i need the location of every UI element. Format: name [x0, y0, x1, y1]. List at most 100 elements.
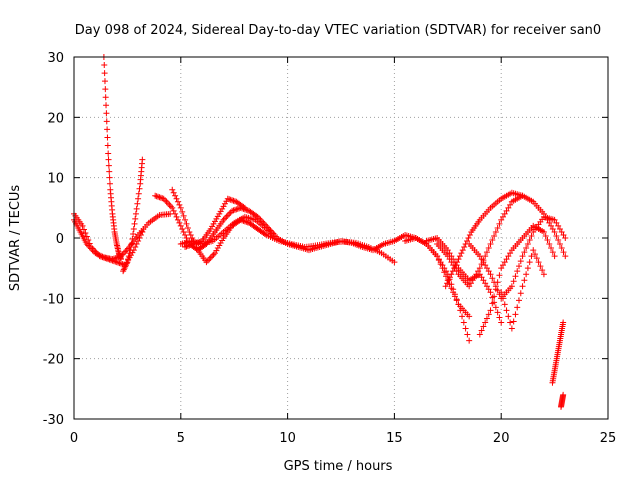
data-point: [157, 194, 164, 201]
plot-frame: [73, 56, 609, 420]
data-point: [555, 222, 562, 229]
data-point: [549, 249, 556, 256]
data-point: [183, 220, 190, 227]
y-tick-label: 30: [47, 51, 64, 66]
data-point: [528, 232, 535, 239]
data-point: [186, 242, 193, 249]
data-point: [444, 280, 451, 287]
data-point: [449, 268, 456, 275]
data-point: [187, 231, 194, 238]
data-point: [125, 253, 132, 260]
data-point: [220, 203, 227, 210]
data-point: [133, 205, 140, 212]
data-point: [492, 304, 499, 311]
data-point: [105, 156, 112, 163]
data-point: [448, 259, 455, 266]
data-point: [526, 237, 533, 244]
series-sat-f: [169, 186, 398, 266]
data-point: [478, 327, 485, 334]
data-point: [108, 257, 115, 264]
data-point: [517, 258, 524, 265]
data-point: [501, 301, 508, 308]
data-point: [526, 259, 533, 266]
data-point: [177, 204, 184, 211]
data-point: [229, 207, 236, 214]
data-point: [498, 265, 505, 272]
series-sat-b: [71, 210, 146, 269]
series-sat-j: [412, 235, 473, 344]
data-point: [193, 240, 200, 247]
data-point: [459, 247, 466, 254]
data-point: [435, 256, 442, 263]
data-point: [510, 278, 517, 285]
data-point: [519, 283, 526, 290]
data-point: [452, 262, 459, 269]
data-point: [485, 286, 492, 293]
data-point: [457, 307, 464, 314]
data-point: [105, 150, 112, 157]
data-point: [476, 265, 483, 272]
data-point: [182, 244, 189, 251]
x-tick-label: 5: [177, 431, 185, 446]
data-point: [469, 277, 476, 284]
data-point: [507, 250, 514, 257]
data-point: [197, 238, 204, 245]
x-tick-label: 20: [493, 431, 510, 446]
data-point: [542, 232, 549, 239]
data-point: [445, 277, 452, 284]
data-point: [553, 232, 560, 239]
data-point: [489, 237, 496, 244]
data-point: [461, 244, 468, 251]
data-point: [103, 102, 110, 109]
data-point: [106, 256, 113, 263]
data-point: [187, 242, 194, 249]
data-point: [551, 216, 558, 223]
data-point: [127, 244, 134, 251]
data-point: [476, 331, 483, 338]
data-point: [494, 279, 501, 286]
data-point: [124, 259, 131, 266]
data-point: [496, 314, 503, 321]
data-point: [446, 250, 453, 257]
data-point: [172, 210, 179, 217]
grid: [74, 57, 608, 419]
data-point: [213, 247, 220, 254]
y-tick-label: -10: [43, 292, 64, 307]
data-point: [507, 319, 514, 326]
data-point: [471, 274, 478, 281]
data-point: [156, 194, 163, 201]
data-point: [79, 222, 86, 229]
data-point: [492, 286, 499, 293]
data-point: [176, 219, 183, 226]
data-point: [464, 331, 471, 338]
data-point: [221, 215, 228, 222]
data-point: [562, 253, 569, 260]
x-tick-label: 10: [279, 431, 296, 446]
data-point: [523, 245, 530, 252]
y-tick-label: -30: [43, 413, 64, 428]
data-point: [456, 253, 463, 260]
data-point: [505, 204, 512, 211]
data-point: [442, 283, 449, 290]
data-point: [160, 195, 167, 202]
data-point: [485, 268, 492, 275]
data-point: [455, 301, 462, 308]
series-sat-q: [549, 319, 567, 386]
x-tick-label: 0: [70, 431, 78, 446]
data-point: [174, 198, 181, 205]
data-point: [443, 268, 450, 275]
data-point: [167, 203, 174, 210]
data-point: [483, 249, 490, 256]
data-point: [128, 241, 135, 248]
data-point: [483, 283, 490, 290]
data-point: [516, 297, 522, 304]
data-point: [155, 193, 162, 200]
x-tick-label: 25: [600, 431, 617, 446]
data-point: [512, 311, 519, 318]
data-point: [448, 271, 455, 278]
data-point: [240, 203, 247, 210]
data-point: [444, 247, 451, 254]
data-point: [524, 241, 531, 248]
data-point: [556, 225, 563, 232]
series-sat-l: [434, 192, 526, 290]
